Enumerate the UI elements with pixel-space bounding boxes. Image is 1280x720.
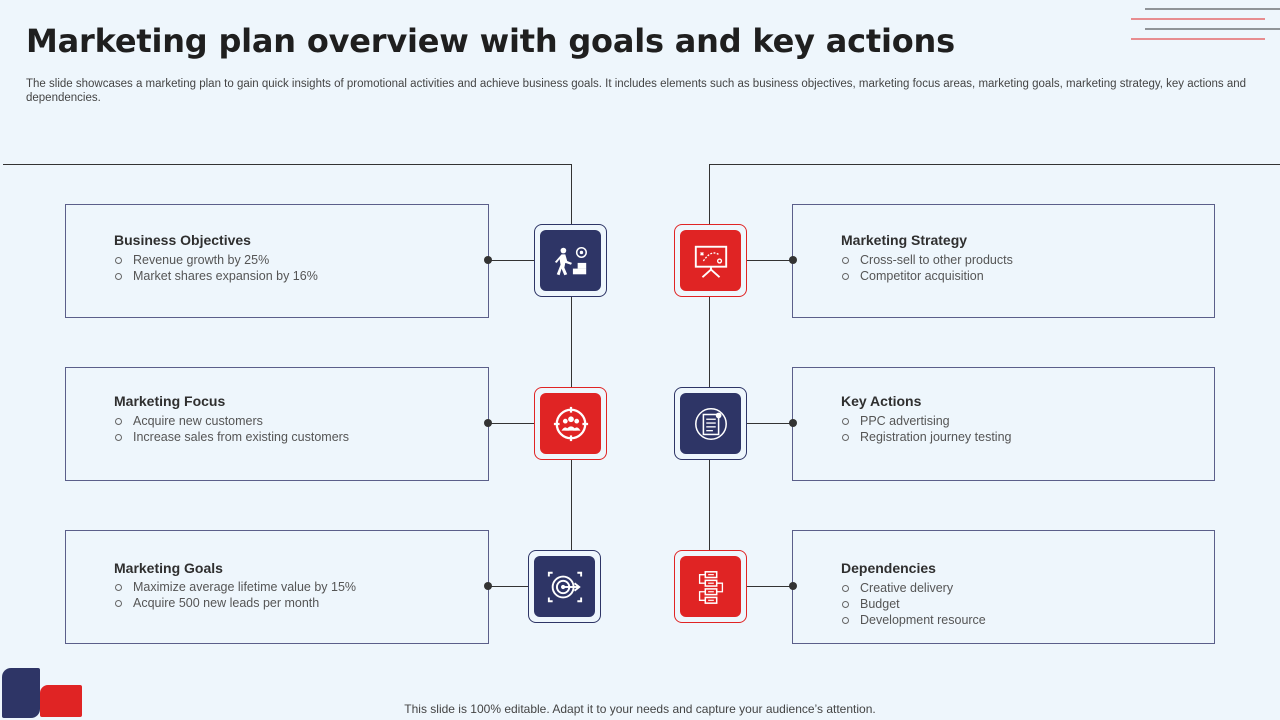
card-business-objectives: Business Objectives Revenue growth by 25… [65, 204, 489, 318]
connector-left-1 [488, 260, 535, 261]
connector-dot [484, 582, 492, 590]
frame-line-left [3, 164, 572, 165]
list-item: Acquire 500 new leads per month [114, 595, 356, 611]
workflow-icon [674, 550, 747, 623]
card-marketing-strategy: Marketing Strategy Cross-sell to other p… [792, 204, 1215, 318]
spine-left [571, 164, 572, 550]
card-title: Marketing Strategy [841, 232, 968, 248]
connector-left-2 [488, 423, 535, 424]
list-item: Creative delivery [841, 580, 986, 596]
connector-dot [789, 256, 797, 264]
bullet-list: Creative delivery Budget Development res… [841, 580, 986, 628]
list-item: Cross-sell to other products [841, 252, 1013, 268]
footer-note: This slide is 100% editable. Adapt it to… [404, 702, 876, 716]
connector-right-3 [746, 586, 793, 587]
connector-dot [789, 582, 797, 590]
strategy-board-icon [674, 224, 747, 297]
card-marketing-goals: Marketing Goals Maximize average lifetim… [65, 530, 489, 644]
decorative-navy-block [2, 668, 40, 718]
bullet-list: Revenue growth by 25% Market shares expa… [114, 252, 318, 284]
card-title: Marketing Focus [114, 393, 226, 409]
goal-achievement-icon [534, 224, 607, 297]
list-item: Budget [841, 596, 986, 612]
card-title: Dependencies [841, 560, 936, 576]
list-item: Registration journey testing [841, 429, 1011, 445]
frame-line-right [709, 164, 1280, 165]
page-title: Marketing plan overview with goals and k… [26, 22, 955, 60]
bullet-list: Maximize average lifetime value by 15% A… [114, 579, 356, 611]
list-item: PPC advertising [841, 413, 1011, 429]
card-title: Key Actions [841, 393, 922, 409]
connector-dot [484, 256, 492, 264]
card-marketing-focus: Marketing Focus Acquire new customers In… [65, 367, 489, 481]
target-arrow-icon [528, 550, 601, 623]
list-item: Increase sales from existing customers [114, 429, 349, 445]
card-title: Marketing Goals [114, 560, 223, 576]
card-key-actions: Key Actions PPC advertising Registration… [792, 367, 1215, 481]
card-dependencies: Dependencies Creative delivery Budget De… [792, 530, 1215, 644]
list-item: Revenue growth by 25% [114, 252, 318, 268]
list-item: Market shares expansion by 16% [114, 268, 318, 284]
list-item: Maximize average lifetime value by 15% [114, 579, 356, 595]
connector-dot [484, 419, 492, 427]
checklist-icon [674, 387, 747, 460]
spine-right [709, 164, 710, 550]
page-subtitle: The slide showcases a marketing plan to … [26, 78, 1247, 104]
target-audience-icon [534, 387, 607, 460]
decorative-red-block [40, 685, 82, 717]
list-item: Acquire new customers [114, 413, 349, 429]
decorative-corner-lines [1131, 8, 1280, 40]
bullet-list: Cross-sell to other products Competitor … [841, 252, 1013, 284]
connector-right-2 [746, 423, 793, 424]
card-title: Business Objectives [114, 232, 251, 248]
bullet-list: Acquire new customers Increase sales fro… [114, 413, 349, 445]
connector-left-3 [488, 586, 529, 587]
list-item: Development resource [841, 612, 986, 628]
connector-right-1 [746, 260, 793, 261]
connector-dot [789, 419, 797, 427]
list-item: Competitor acquisition [841, 268, 1013, 284]
bullet-list: PPC advertising Registration journey tes… [841, 413, 1011, 445]
